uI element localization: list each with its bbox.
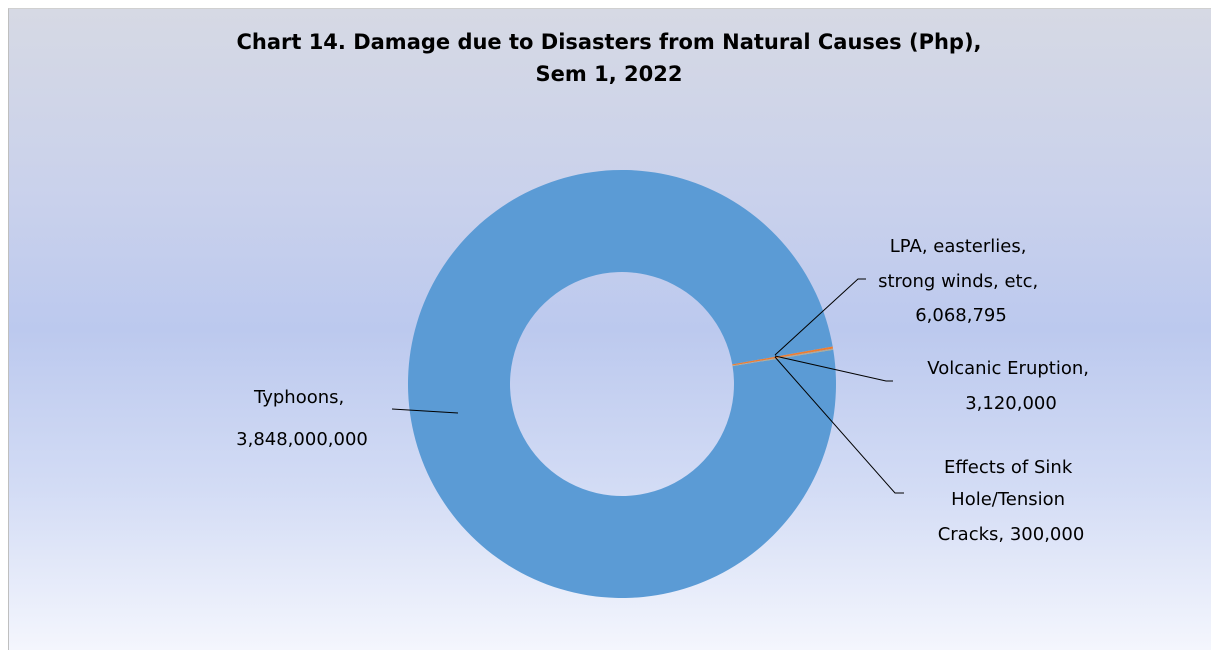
leader-lines: [391, 278, 904, 494]
data-label-lpa: LPA, easterlies, strong winds, etc, 6,06…: [878, 236, 1044, 326]
chart-title-line-1: Chart 14. Damage due to Disasters from N…: [236, 30, 982, 54]
donut-slice-typhoons: [407, 169, 836, 598]
leader-line-sinkhole: [774, 356, 904, 494]
data-label-volcanic: Volcanic Eruption, 3,120,000: [927, 358, 1094, 414]
leader-line-lpa: [774, 278, 866, 356]
data-label-typhoons: Typhoons, 3,848,000,000: [236, 387, 368, 450]
donut-slices: [407, 169, 836, 598]
data-label-sinkhole: Effects of Sink Hole/Tension Cracks, 300…: [938, 457, 1085, 545]
data-labels: Typhoons, 3,848,000,000 LPA, easterlies,…: [236, 236, 1094, 545]
chart-title-line-2: Sem 1, 2022: [535, 62, 683, 86]
donut-slice-lpa: [732, 346, 834, 366]
leader-line-typhoons: [391, 408, 459, 414]
chart-title: Chart 14. Damage due to Disasters from N…: [0, 26, 1218, 90]
leader-line-volcanic: [774, 355, 893, 382]
